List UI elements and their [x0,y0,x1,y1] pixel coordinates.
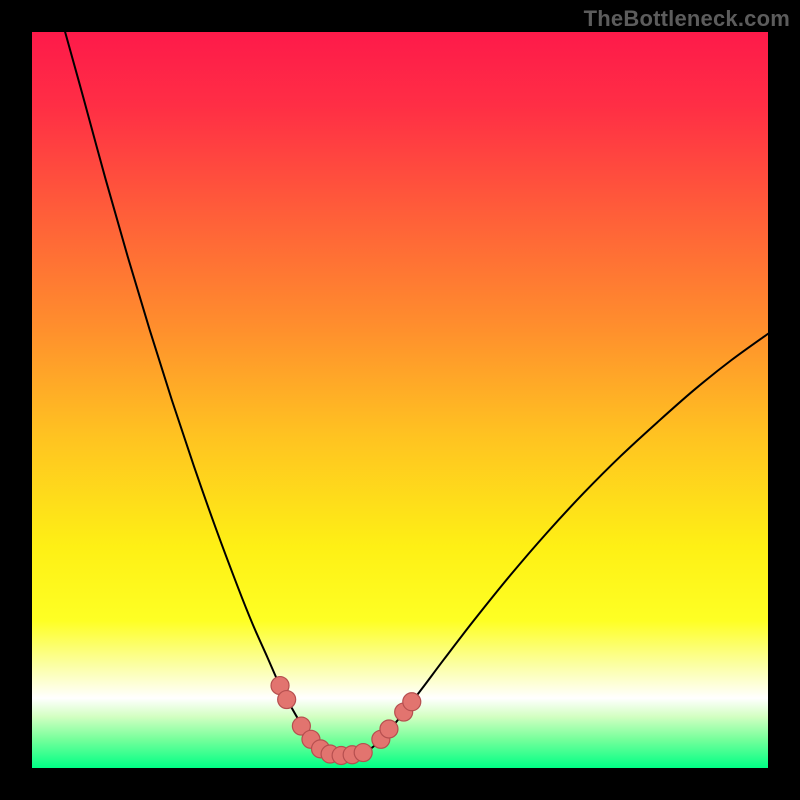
marker-point [403,693,421,711]
watermark-text: TheBottleneck.com [584,6,790,32]
chart-frame: TheBottleneck.com [0,0,800,800]
marker-point [278,691,296,709]
gradient-background [32,32,768,768]
marker-point [354,744,372,762]
bottleneck-chart [32,32,768,768]
marker-point [380,720,398,738]
